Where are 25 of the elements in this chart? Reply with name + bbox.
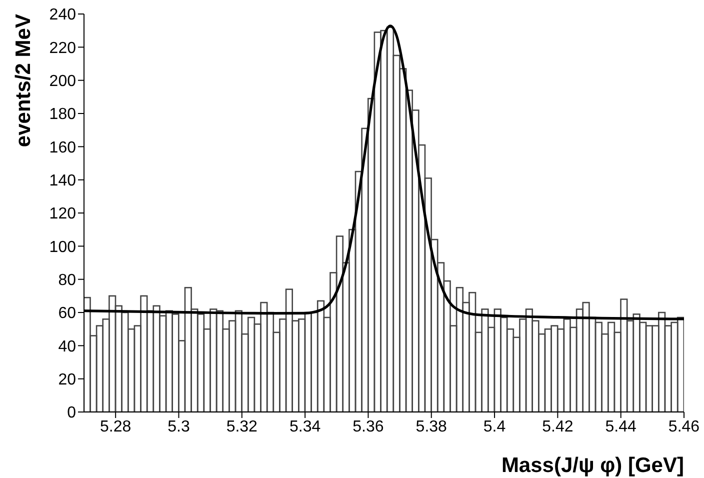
x-tick-label: 5.38 (416, 418, 448, 436)
y-tick-label: 140 (49, 172, 76, 190)
y-tick-label: 100 (49, 238, 76, 256)
y-tick-label: 80 (58, 272, 76, 290)
y-axis-title: events/2 MeV (12, 14, 35, 148)
y-tick-label: 160 (49, 139, 76, 156)
x-tick-label: 5.4 (483, 418, 506, 436)
x-tick-label: 5.46 (668, 418, 700, 436)
y-tick-label: 60 (58, 305, 76, 322)
y-tick-label: 200 (49, 73, 76, 90)
x-tick-label: 5.44 (605, 418, 637, 436)
x-axis-title: Mass(J/ψ φ) [GeV] (501, 454, 684, 477)
x-tick-label: 5.3 (168, 418, 190, 436)
y-tick-label: 0 (67, 404, 76, 422)
y-tick-label: 180 (49, 106, 76, 124)
x-tick-label: 5.34 (289, 418, 321, 436)
y-tick-label: 220 (49, 40, 76, 57)
y-tick-label: 240 (49, 6, 76, 24)
x-tick-label: 5.32 (226, 418, 258, 436)
y-tick-label: 120 (49, 206, 76, 223)
y-tick-label: 40 (58, 338, 76, 356)
x-tick-label: 5.36 (352, 418, 384, 436)
x-tick-label: 5.28 (100, 418, 132, 436)
y-tick-label: 20 (58, 372, 76, 389)
x-tick-label: 5.42 (542, 418, 574, 436)
